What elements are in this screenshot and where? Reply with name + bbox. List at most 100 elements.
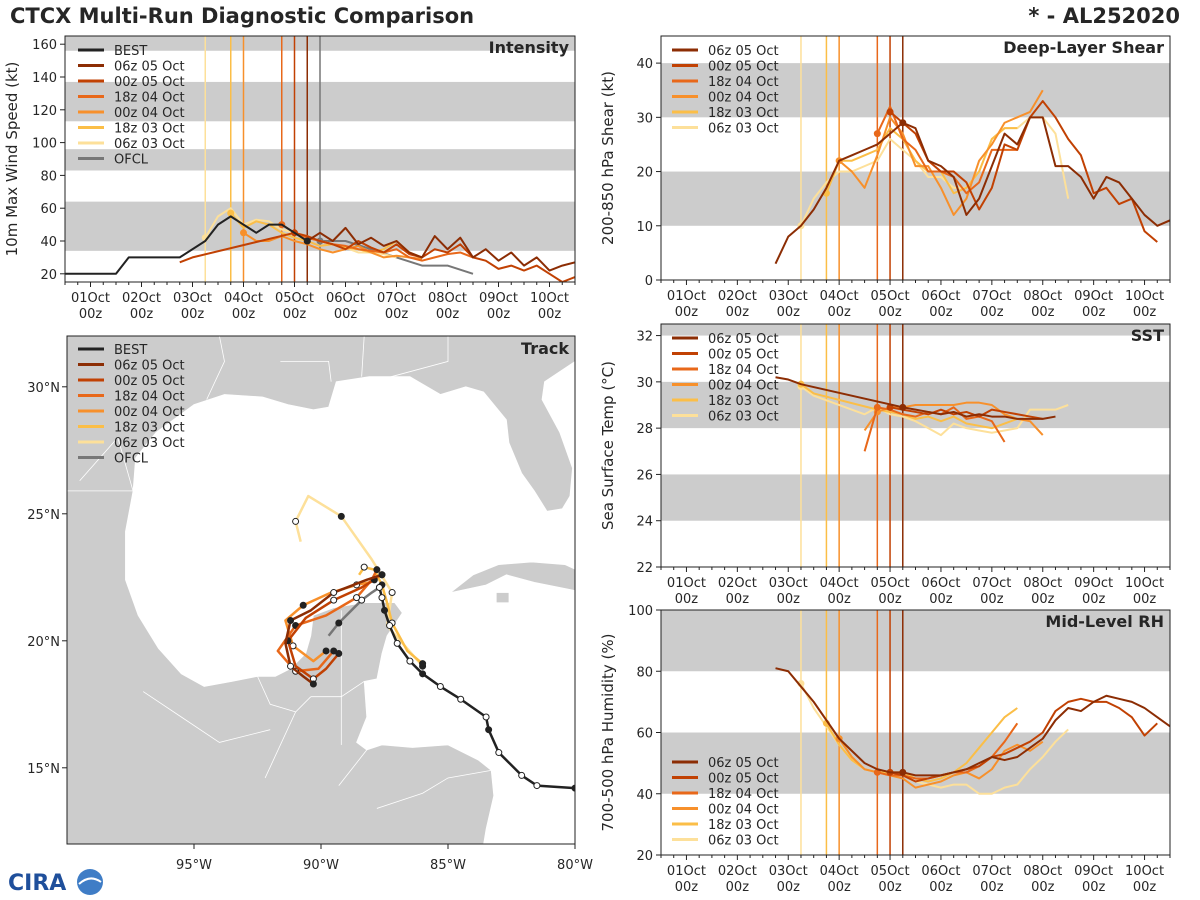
y-tick-label: 15°N <box>27 762 60 777</box>
legend-label-00z-04-oct: 00z 04 Oct <box>114 405 185 420</box>
series-line-00z-04-oct <box>838 738 1044 789</box>
legend-label-18z-04-oct: 18z 04 Oct <box>708 75 779 90</box>
series-line-00z-04-oct <box>242 231 423 261</box>
x-tick-label: 00z <box>79 307 103 322</box>
x-tick-label: 00z <box>487 307 511 322</box>
y-tick-label: 40 <box>636 788 653 803</box>
legend-label-18z-04-oct: 18z 04 Oct <box>708 363 779 378</box>
track-point-18z-03-oct <box>388 619 396 627</box>
legend-label-06z-05-oct: 06z 05 Oct <box>708 332 779 347</box>
track-point-06z-03-oct <box>419 662 427 670</box>
legend-label-06z-05-oct: 06z 05 Oct <box>708 756 779 771</box>
cira-logo: CIRA <box>8 869 103 896</box>
legend-label-18z-04-oct: 18z 04 Oct <box>114 91 185 106</box>
x-tick-label: 07Oct <box>972 576 1011 591</box>
track-point-06z-03-oct <box>388 589 396 597</box>
series-line-18z-04-oct <box>876 105 1018 195</box>
track-point-00z-04-oct <box>289 642 297 650</box>
border-line <box>361 336 365 377</box>
track-line-best <box>378 587 575 790</box>
legend-label-best: BEST <box>114 44 147 59</box>
track-point-best <box>533 782 541 790</box>
y-tick-label: 40 <box>40 235 57 250</box>
border-line <box>264 696 312 779</box>
y-tick-label: 30°N <box>27 381 60 396</box>
y-tick-label: 100 <box>32 137 57 152</box>
track-point-ofcl <box>358 596 366 604</box>
x-tick-label: 08Oct <box>1023 289 1062 304</box>
y-tick-label: 20°N <box>27 635 60 650</box>
legend-label-00z-04-oct: 00z 04 Oct <box>708 803 779 818</box>
y-axis-label: 10m Max Wind Speed (kt) <box>3 62 21 257</box>
x-tick-label: 80°W <box>557 858 593 873</box>
legend-label-06z-05-oct: 06z 05 Oct <box>114 359 185 374</box>
band <box>661 381 1170 429</box>
x-tick-label: 00z <box>777 305 801 320</box>
x-tick-label: 00z <box>827 592 851 607</box>
x-tick-label: 95°W <box>176 858 212 873</box>
legend-label-18z-04-oct: 18z 04 Oct <box>114 390 185 405</box>
track-point-00z-04-oct <box>378 571 386 579</box>
x-tick-label: 00z <box>929 880 953 895</box>
track-point-06z-03-oct <box>337 512 345 520</box>
land-cuba <box>450 561 575 593</box>
x-tick-label: 07Oct <box>972 864 1011 879</box>
y-tick-label: 60 <box>636 727 653 742</box>
x-tick-label: 00z <box>334 307 358 322</box>
series-marker-00z-05-oct <box>886 108 894 116</box>
border-line <box>142 691 271 743</box>
x-tick-label: 90°W <box>303 858 339 873</box>
band <box>65 201 575 251</box>
x-tick-label: 00z <box>538 307 562 322</box>
track-point-best <box>393 639 401 647</box>
track-point-best <box>378 594 386 602</box>
y-tick-label: 22 <box>636 561 653 576</box>
band <box>661 610 1170 672</box>
series-line-18z-03-oct <box>825 707 1018 783</box>
track-point-06z-05-oct <box>330 589 338 597</box>
x-tick-label: 02Oct <box>718 864 757 879</box>
border-line <box>280 360 332 382</box>
series-line-00z-04-oct <box>838 89 1044 216</box>
series-marker-00z-05-oct <box>886 768 894 776</box>
y-tick-label: 30 <box>636 111 653 126</box>
track-point-18z-03-oct <box>419 660 427 668</box>
track-point-00z-05-oct <box>330 596 338 604</box>
x-tick-label: 00z <box>1133 305 1157 320</box>
track-point-best <box>375 583 383 591</box>
y-tick-label: 140 <box>32 71 57 86</box>
track-point-best <box>457 695 465 703</box>
track-point-00z-04-oct <box>353 581 361 589</box>
x-tick-label: 00z <box>1133 592 1157 607</box>
x-tick-label: 00z <box>283 307 307 322</box>
legend-label-18z-03-oct: 18z 03 Oct <box>708 394 779 409</box>
series-line-06z-05-oct <box>306 226 575 272</box>
track-point-00z-05-oct <box>370 576 378 584</box>
track-point-06z-05-oct <box>309 680 317 688</box>
x-tick-label: 00z <box>130 307 154 322</box>
x-tick-label: 07Oct <box>972 289 1011 304</box>
chart-title: Deep-Layer Shear <box>1003 38 1164 57</box>
x-tick-label: 00z <box>232 307 256 322</box>
x-tick-label: 01Oct <box>667 289 706 304</box>
series-marker-00z-05-oct <box>886 403 894 411</box>
x-tick-label: 10Oct <box>1125 576 1164 591</box>
legend-label-00z-05-oct: 00z 05 Oct <box>114 75 185 90</box>
series-line-06z-03-oct <box>800 116 1070 227</box>
x-tick-label: 09Oct <box>479 291 518 306</box>
x-tick-label: 03Oct <box>173 291 212 306</box>
border-line <box>257 676 296 713</box>
track-line-06z-05-oct <box>284 573 383 685</box>
legend-label-18z-03-oct: 18z 03 Oct <box>708 106 779 121</box>
series-marker-06z-03-oct <box>201 234 209 242</box>
border-line <box>381 336 449 380</box>
y-tick-label: 80 <box>40 169 57 184</box>
legend-label-00z-05-oct: 00z 05 Oct <box>114 374 185 389</box>
series-line-00z-05-oct <box>179 231 575 282</box>
x-tick-label: 10Oct <box>1125 289 1164 304</box>
x-tick-label: 00z <box>1031 305 1055 320</box>
series-marker-18z-03-oct <box>797 380 805 388</box>
